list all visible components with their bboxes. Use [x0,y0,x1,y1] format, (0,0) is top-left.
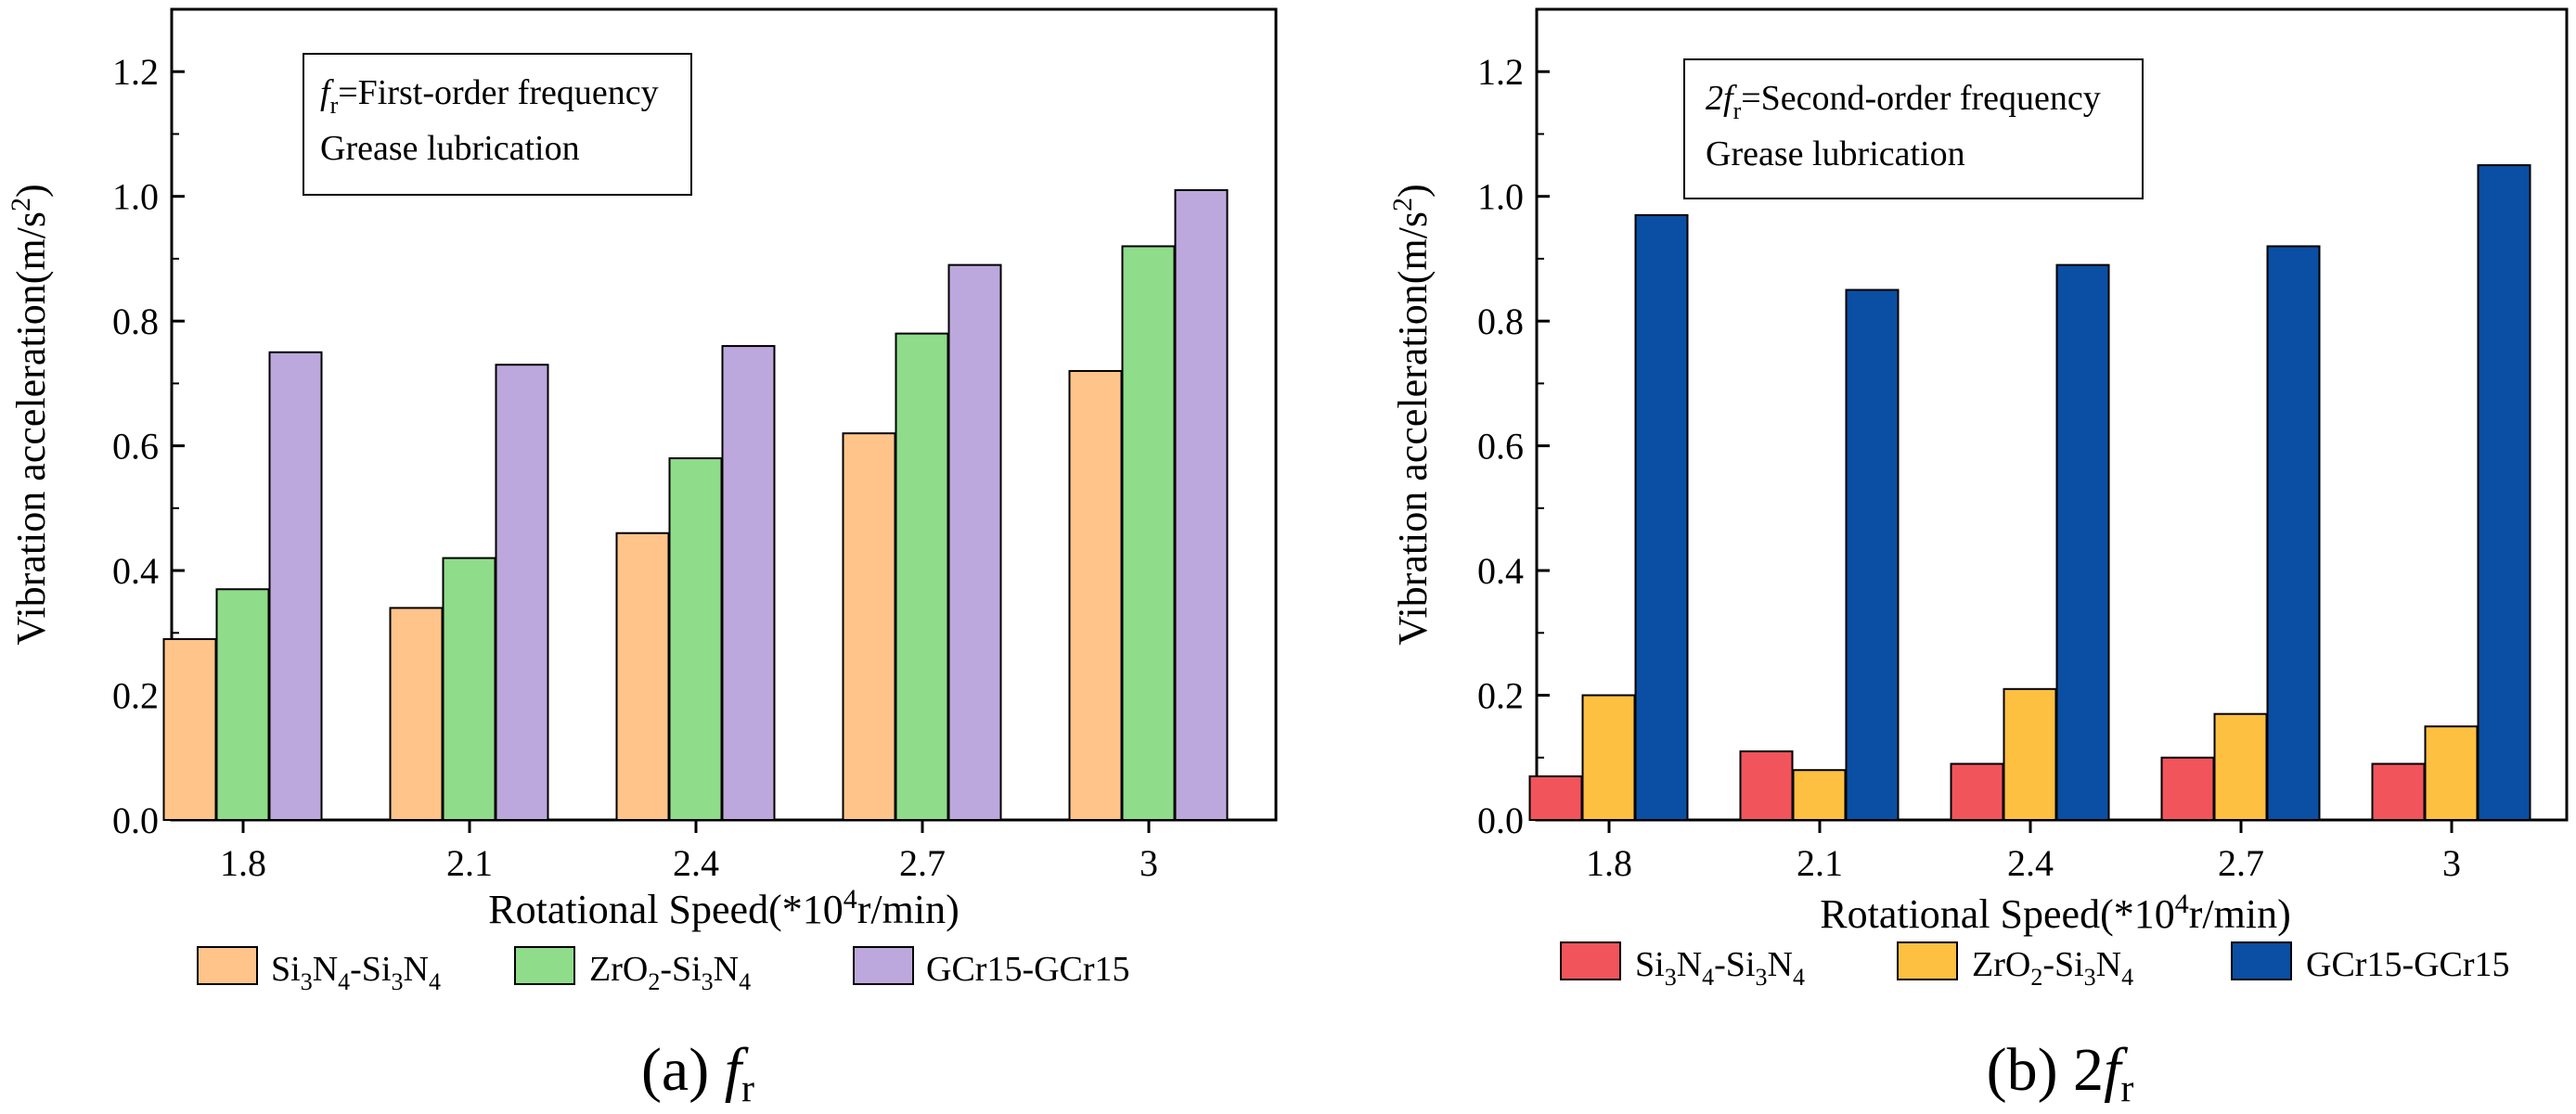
bar [2477,164,2531,822]
x-tick-label: 2.7 [899,842,946,884]
y-tick-label: 0.4 [1477,550,1524,592]
panel-caption: (a) fr [641,1036,754,1110]
y-tick-label: 0.2 [1477,675,1524,717]
legend-label: Si3N4-Si3N4 [271,950,441,995]
bar [668,457,723,821]
y-tick-label: 0.2 [112,675,159,717]
y-tick-label: 1.0 [112,176,159,218]
bar [1792,769,1847,822]
bar [2003,687,2057,821]
legend-label: ZrO2-Si3N4 [1972,945,2133,991]
x-axis-label: Rotational Speed(*104r/min) [488,884,959,932]
bar [1121,245,1176,821]
bar [2371,762,2426,821]
y-tick-label: 1.0 [1477,176,1524,218]
x-tick-label: 3 [1140,842,1158,884]
x-tick-label: 2.1 [1797,842,1843,884]
y-tick-label: 0.8 [1477,301,1524,342]
bar [1950,762,2004,821]
bar [2213,712,2268,822]
y-axis-label: Vibration acceleration(m/s2) [1387,184,1436,645]
bar [615,531,670,821]
x-tick-label: 2.4 [673,842,719,884]
y-tick-label: 1.2 [112,51,159,93]
annotation-line-2: Grease lubrication [320,129,580,168]
y-tick-label: 0.6 [1477,426,1524,467]
x-tick-label: 2.1 [446,842,493,884]
bar [215,588,270,821]
y-axis-label: Vibration acceleration(m/s2) [6,184,54,645]
y-tick-label: 0.0 [112,800,159,841]
annotation-box [1683,58,2144,199]
x-tick-label: 1.8 [1586,842,1632,884]
legend-swatch [853,946,914,985]
bar [442,557,496,822]
panel-a-chart: 0.0 0.2 0.4 0.6 0.8 1.0 1.2 1.8 2.1 2.4 2.7 3 fr=F… [6,7,1278,1110]
bar [268,351,323,821]
annotation-line-1: fr=First-order frequency [320,73,659,119]
bar [1068,369,1123,821]
bar [842,432,896,821]
x-axis-label: Rotational Speed(*104r/min) [1820,889,2290,937]
bar [2160,756,2215,821]
x-axis-ticks: 1.8 2.1 2.4 2.7 3 [220,820,1158,884]
legend-swatch [1897,941,1958,980]
legend-label: ZrO2-Si3N4 [589,950,751,995]
legend-label: GCr15-GCr15 [2306,945,2510,984]
bar [721,345,776,821]
bar [495,364,549,821]
y-tick-label: 1.2 [1477,51,1524,93]
bar [389,607,444,822]
annotation-box [303,53,692,196]
x-tick-label: 2.4 [2007,842,2054,884]
bar [2424,725,2479,822]
bar [1634,213,1689,822]
x-tick-label: 1.8 [220,842,266,884]
legend: Si3N4-Si3N4 ZrO2-Si3N4 GCr15-GCr15 [1560,941,2510,991]
bar [1739,750,1794,821]
y-axis-ticks: 0.0 0.2 0.4 0.6 0.8 1.0 1.2 [1477,8,1550,841]
bar-group [1528,164,2531,822]
panel-caption: (b) 2fr [1987,1036,2134,1110]
panel-b-chart: 0.0 0.2 0.4 0.6 0.8 1.0 1.2 1.8 2.1 2.4 2.7 3 2fr=… [1387,7,2569,1110]
legend-swatch [1560,941,1621,980]
x-tick-label: 2.7 [2218,842,2264,884]
bar [947,263,1002,821]
legend-swatch [197,946,258,985]
annotation-line-1: 2fr=Second-order frequency [1706,79,2101,124]
bar [895,332,949,822]
y-tick-label: 0.4 [112,550,159,592]
bar [2055,263,2110,821]
legend: Si3N4-Si3N4 ZrO2-Si3N4 GCr15-GCr15 [197,946,1130,995]
y-tick-label: 0.0 [1477,800,1524,841]
legend-label: Si3N4-Si3N4 [1635,945,1805,991]
bar [162,638,217,821]
y-tick-label: 0.6 [112,426,159,467]
legend-swatch [2231,941,2292,980]
legend-label: GCr15-GCr15 [926,950,1130,989]
legend-swatch [514,946,575,985]
y-tick-label: 0.8 [112,301,159,342]
x-tick-label: 3 [2442,842,2461,884]
bar [1174,188,1229,821]
bar [1528,775,1583,822]
annotation-line-2: Grease lubrication [1706,134,1965,173]
bar [1845,288,1900,821]
bar [1581,694,1636,821]
y-axis-ticks: 0.0 0.2 0.4 0.6 0.8 1.0 1.2 [112,8,185,841]
x-axis-ticks: 1.8 2.1 2.4 2.7 3 [1586,820,2461,884]
bar [2266,245,2321,821]
bar-group [162,188,1229,822]
